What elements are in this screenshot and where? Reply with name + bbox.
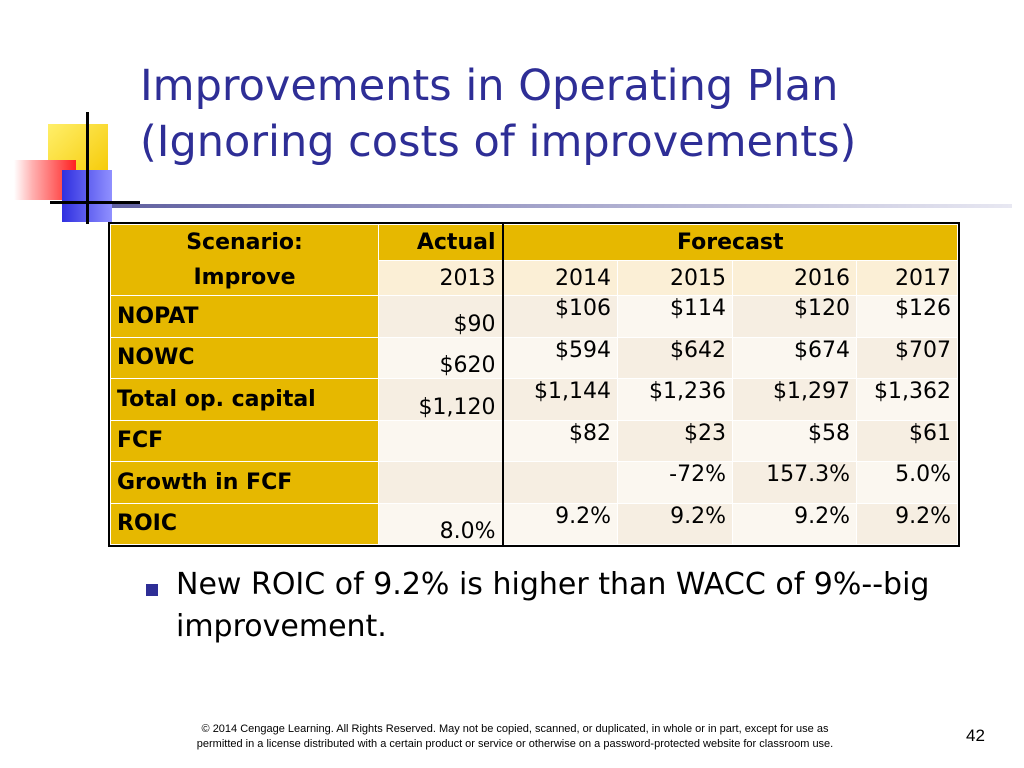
year-cell: 2014 (502, 260, 618, 296)
copyright-line1: © 2014 Cengage Learning. All Rights Rese… (201, 723, 829, 735)
value-cell: $58 (732, 419, 857, 462)
value-cell (378, 461, 504, 504)
value-cell: $1,362 (855, 378, 959, 421)
table-row: ROIC 8.0% 9.2% 9.2% 9.2% 9.2% (110, 502, 959, 545)
table-row: NOWC $620 $594 $642 $674 $707 (110, 336, 959, 379)
value-cell: $1,297 (732, 378, 857, 421)
value-cell: 5.0% (855, 461, 959, 504)
scenario-label-line1: Scenario: (186, 230, 303, 255)
value-cell: $1,236 (617, 378, 733, 421)
year-row: 2013 2014 2015 2016 2017 (111, 260, 959, 296)
table-row: Growth in FCF -72% 157.3% 5.0% (110, 461, 959, 504)
copyright-line2: permitted in a license distributed with … (196, 738, 834, 750)
page-number: 42 (966, 726, 985, 745)
value-cell (378, 419, 504, 462)
table-header-row: Scenario: Improve Actual Forecast (110, 224, 959, 296)
title-underline-rule (112, 204, 1012, 208)
value-cell: $707 (855, 336, 959, 379)
table-row: NOPAT $90 $106 $114 $120 $126 (110, 295, 959, 338)
year-cell: 2016 (732, 260, 857, 296)
value-cell: 9.2% (502, 502, 618, 545)
year-cell: 2013 (378, 260, 504, 296)
operating-plan-table: Scenario: Improve Actual Forecast 2013 2… (107, 222, 961, 547)
row-label: NOPAT (110, 295, 379, 338)
value-cell: $674 (732, 336, 857, 379)
square-bullet-icon (146, 584, 158, 596)
bullet-text: New ROIC of 9.2% is higher than WACC of … (176, 567, 930, 644)
value-cell: $114 (617, 295, 733, 338)
slide-title-line2: (Ignoring costs of improvements) (140, 117, 857, 167)
row-label: Total op. capital (110, 378, 379, 421)
row-label: NOWC (110, 336, 379, 379)
value-cell: $1,144 (502, 378, 618, 421)
value-cell: 9.2% (855, 502, 959, 545)
row-label: ROIC (110, 502, 379, 545)
actual-header: Actual (378, 224, 504, 261)
value-cell: -72% (617, 461, 733, 504)
table-row: FCF $82 $23 $58 $61 (110, 419, 959, 462)
year-cell: 2017 (855, 260, 959, 296)
value-cell: $106 (502, 295, 618, 338)
year-cell: 2015 (617, 260, 733, 296)
forecast-header: Forecast (501, 224, 959, 261)
value-cell: $126 (855, 295, 959, 338)
value-cell: 9.2% (617, 502, 733, 545)
value-cell: $620 (378, 336, 504, 379)
slide-title-line1: Improvements in Operating Plan (140, 61, 839, 111)
value-cell (502, 461, 618, 504)
value-cell: $23 (617, 419, 733, 462)
value-cell: $82 (502, 419, 618, 462)
value-cell: 157.3% (732, 461, 857, 504)
logo-horizontal-line (50, 201, 140, 204)
value-cell: $594 (502, 336, 618, 379)
value-cell: 8.0% (378, 502, 504, 545)
logo-vertical-line (86, 112, 89, 224)
value-cell: $61 (855, 419, 959, 462)
slide-title: Improvements in Operating Plan (Ignoring… (140, 58, 1010, 170)
row-label: Growth in FCF (110, 461, 379, 504)
value-cell: 9.2% (732, 502, 857, 545)
value-cell: $90 (378, 295, 504, 338)
value-cell: $1,120 (378, 378, 504, 421)
value-cell: $642 (617, 336, 733, 379)
row-label: FCF (110, 419, 379, 462)
copyright-footer: © 2014 Cengage Learning. All Rights Rese… (130, 722, 900, 752)
scenario-label-cell: Scenario: Improve (110, 224, 379, 296)
value-cell: $120 (732, 295, 857, 338)
table-row: Total op. capital $1,120 $1,144 $1,236 $… (110, 378, 959, 421)
scenario-label-line2: Improve (193, 265, 296, 290)
